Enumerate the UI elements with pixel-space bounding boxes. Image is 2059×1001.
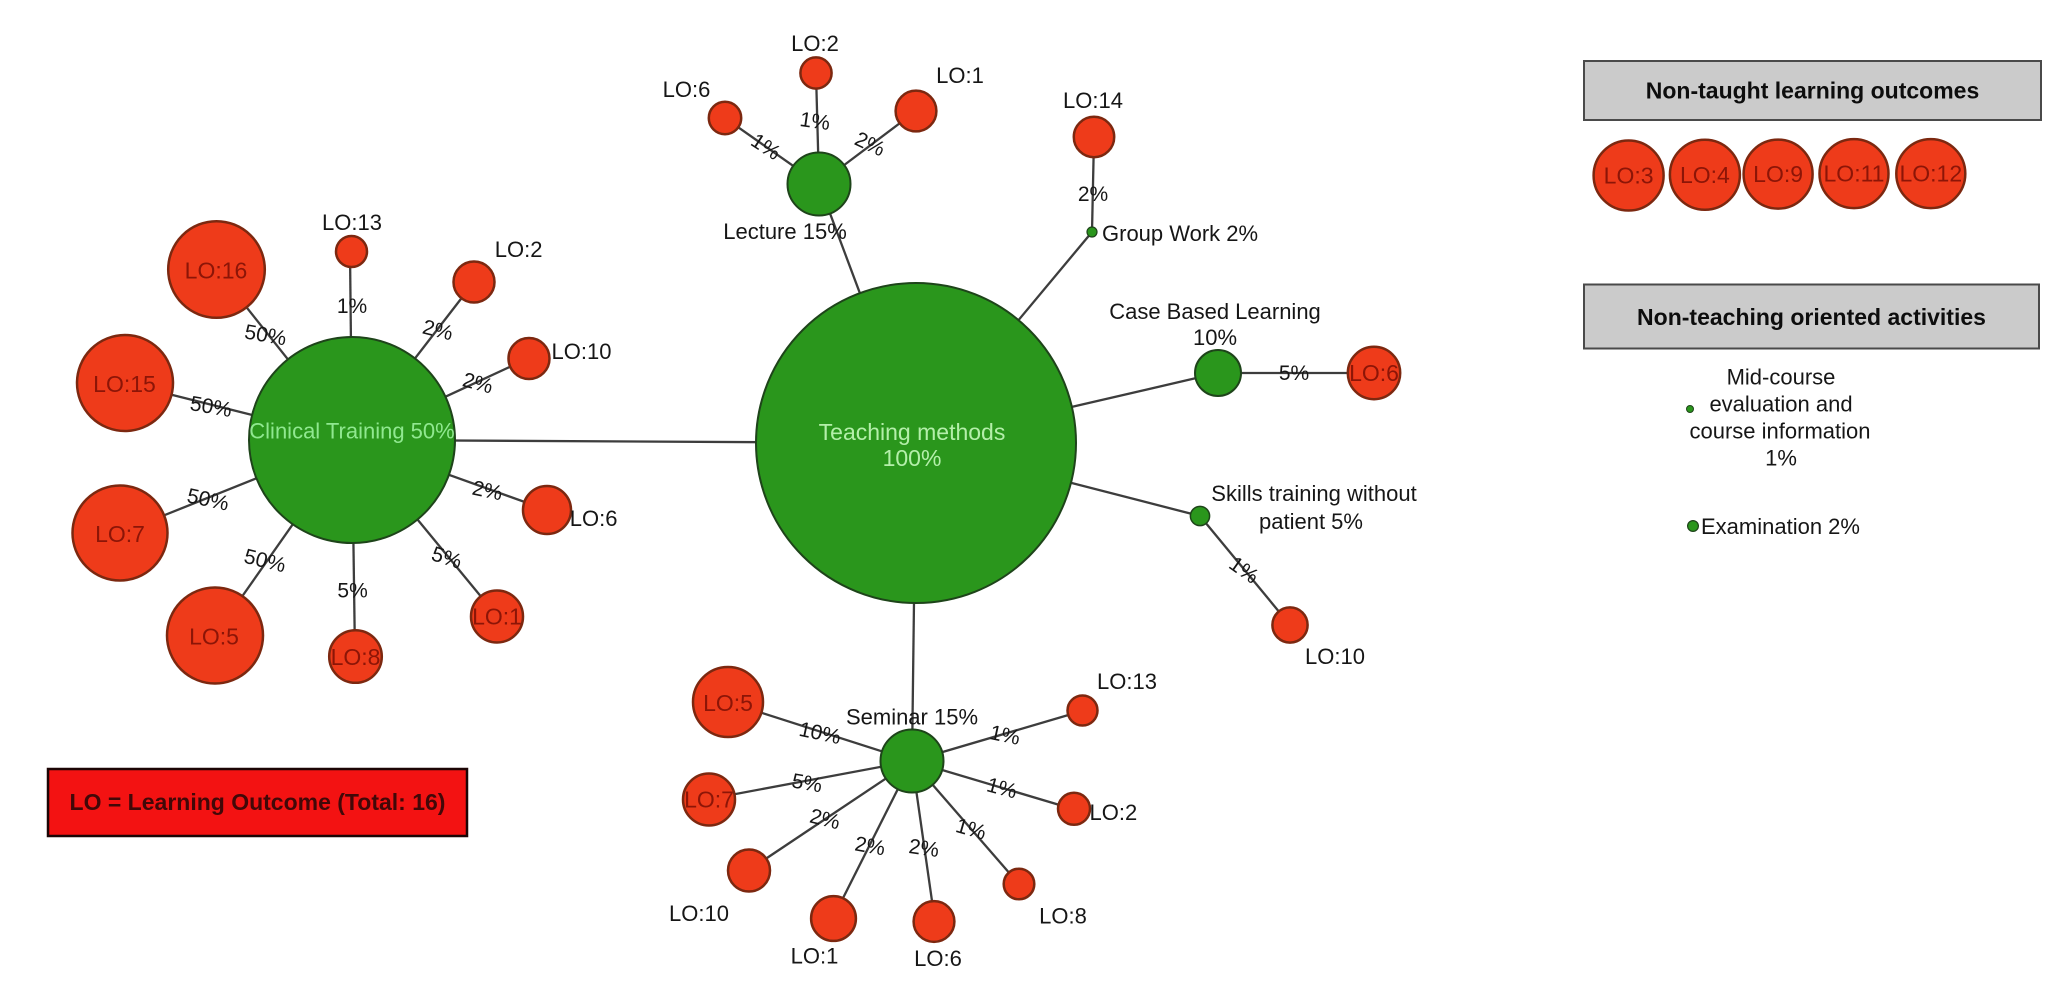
svg-text:Non-teaching oriented activiti: Non-teaching oriented activities: [1637, 304, 1986, 330]
svg-text:Case Based Learning: Case Based Learning: [1109, 299, 1321, 324]
svg-text:Teaching methods: Teaching methods: [819, 419, 1006, 445]
svg-text:LO:6: LO:6: [570, 506, 618, 531]
svg-text:LO:2: LO:2: [791, 31, 839, 56]
svg-text:LO:7: LO:7: [95, 521, 145, 547]
svg-text:Mid-course: Mid-course: [1727, 365, 1836, 390]
svg-text:LO:10: LO:10: [552, 339, 612, 364]
svg-text:LO:6: LO:6: [914, 946, 962, 971]
svg-text:course information: course information: [1690, 419, 1871, 444]
svg-text:LO:6: LO:6: [1349, 360, 1399, 386]
svg-text:2%: 2%: [1078, 183, 1108, 206]
svg-text:2%: 2%: [853, 833, 887, 861]
svg-text:Lecture 15%: Lecture 15%: [723, 219, 847, 244]
svg-text:5%: 5%: [1279, 362, 1309, 385]
svg-text:LO:1: LO:1: [936, 63, 984, 88]
svg-text:LO:14: LO:14: [1063, 88, 1123, 113]
svg-text:LO:13: LO:13: [1097, 669, 1157, 694]
svg-text:Group Work 2%: Group Work 2%: [1102, 221, 1258, 246]
svg-text:evaluation and: evaluation and: [1709, 392, 1852, 417]
svg-text:100%: 100%: [883, 445, 942, 471]
svg-text:LO:8: LO:8: [1039, 904, 1087, 929]
svg-text:10%: 10%: [1193, 325, 1237, 350]
svg-text:LO:7: LO:7: [684, 787, 734, 813]
svg-text:1%: 1%: [1765, 446, 1797, 471]
svg-text:Non-taught learning outcomes: Non-taught learning outcomes: [1646, 78, 1980, 104]
svg-text:LO:10: LO:10: [1305, 644, 1365, 669]
svg-text:LO:15: LO:15: [93, 371, 156, 397]
svg-text:LO:11: LO:11: [1824, 161, 1885, 187]
svg-text:LO:8: LO:8: [331, 644, 381, 670]
svg-text:Examination 2%: Examination 2%: [1701, 514, 1860, 539]
svg-text:LO:13: LO:13: [322, 210, 382, 235]
svg-text:Skills training without: Skills training without: [1211, 481, 1416, 506]
svg-text:LO:6: LO:6: [663, 77, 711, 102]
svg-text:LO:10: LO:10: [669, 901, 729, 926]
svg-text:Clinical Training 50%: Clinical Training 50%: [249, 419, 454, 444]
svg-text:LO = Learning Outcome (Total:: LO = Learning Outcome (Total: 16): [70, 789, 446, 815]
svg-text:LO:4: LO:4: [1680, 162, 1730, 188]
svg-text:1%: 1%: [337, 295, 367, 318]
svg-text:5%: 5%: [337, 580, 367, 603]
svg-text:LO:5: LO:5: [189, 624, 239, 650]
svg-text:patient 5%: patient 5%: [1259, 509, 1363, 534]
svg-text:LO:12: LO:12: [1899, 161, 1962, 187]
svg-text:LO:1: LO:1: [472, 604, 522, 630]
svg-text:LO:2: LO:2: [1090, 800, 1138, 825]
svg-text:LO:16: LO:16: [185, 258, 248, 284]
svg-text:LO:2: LO:2: [495, 237, 543, 262]
svg-text:5%: 5%: [790, 770, 824, 798]
svg-text:LO:3: LO:3: [1604, 163, 1654, 189]
svg-text:LO:1: LO:1: [791, 944, 839, 969]
svg-text:2%: 2%: [907, 835, 940, 862]
svg-text:1%: 1%: [798, 108, 831, 135]
svg-text:Seminar 15%: Seminar 15%: [846, 705, 978, 730]
svg-text:LO:5: LO:5: [703, 690, 753, 716]
svg-text:LO:9: LO:9: [1753, 161, 1803, 187]
